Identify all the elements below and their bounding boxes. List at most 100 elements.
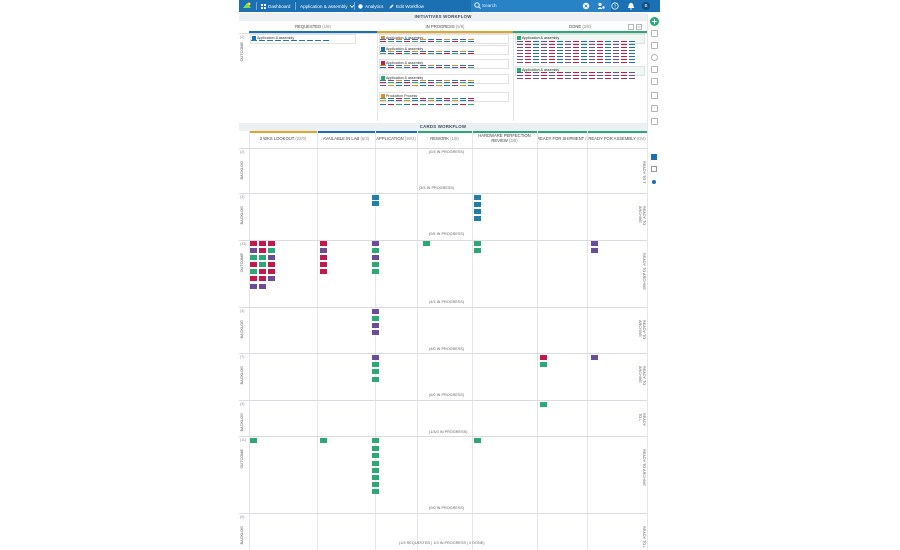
work-card[interactable] xyxy=(372,201,379,206)
work-card[interactable] xyxy=(372,316,379,321)
work-card[interactable] xyxy=(474,209,481,214)
work-card[interactable] xyxy=(474,202,481,207)
work-card[interactable] xyxy=(372,241,379,246)
work-card[interactable] xyxy=(591,241,598,246)
clear-search-icon[interactable] xyxy=(582,2,590,10)
work-card[interactable] xyxy=(591,248,598,253)
work-card[interactable] xyxy=(259,241,266,246)
work-card[interactable] xyxy=(372,330,379,335)
initiative-card[interactable]: Application & assembly xyxy=(379,74,509,84)
work-card[interactable] xyxy=(259,255,266,260)
work-card[interactable] xyxy=(372,482,379,487)
help-icon[interactable]: ? xyxy=(611,2,619,10)
work-card[interactable] xyxy=(268,248,275,253)
card-column-header[interactable]: REWORK (1/8) xyxy=(417,134,472,143)
share-icon[interactable] xyxy=(651,118,658,125)
chart-icon[interactable] xyxy=(651,105,658,112)
work-card[interactable] xyxy=(250,276,257,281)
work-card[interactable] xyxy=(372,309,379,314)
work-card[interactable] xyxy=(372,369,379,374)
work-card[interactable] xyxy=(372,377,379,382)
work-card[interactable] xyxy=(320,255,327,260)
work-card[interactable] xyxy=(372,468,379,473)
list-icon[interactable] xyxy=(651,78,658,85)
work-card[interactable] xyxy=(540,355,547,360)
work-card[interactable] xyxy=(268,269,275,274)
card-column-header[interactable]: READY FOR SHIPMENT (2/8) xyxy=(537,134,587,143)
work-card[interactable] xyxy=(268,262,275,267)
initiative-column-requested[interactable]: REQUESTED (1/8) xyxy=(249,22,377,31)
work-card[interactable] xyxy=(474,438,481,443)
calendar-icon[interactable] xyxy=(651,66,658,73)
work-card[interactable] xyxy=(259,284,266,289)
work-card[interactable] xyxy=(372,461,379,466)
work-card[interactable] xyxy=(474,248,481,253)
work-card[interactable] xyxy=(372,489,379,494)
work-card[interactable] xyxy=(259,276,266,281)
avatar[interactable]: B xyxy=(642,2,650,10)
work-card[interactable] xyxy=(320,438,327,443)
work-card[interactable] xyxy=(372,262,379,267)
work-card[interactable] xyxy=(372,323,379,328)
bell-icon[interactable] xyxy=(627,2,635,10)
work-card[interactable] xyxy=(423,241,430,246)
initiative-card[interactable]: Application & assembly xyxy=(250,34,356,44)
work-card[interactable] xyxy=(320,269,327,274)
work-card[interactable] xyxy=(259,269,266,274)
initiative-card[interactable]: Application & assembly xyxy=(515,66,645,76)
work-card[interactable] xyxy=(372,453,379,458)
work-card[interactable] xyxy=(372,446,379,451)
work-card[interactable] xyxy=(372,195,379,200)
expand-icon[interactable] xyxy=(636,24,642,30)
analytics-link[interactable]: Analytics xyxy=(358,2,383,10)
card-column-header[interactable]: APPLICATION (26/3) xyxy=(375,134,417,143)
card-column-header[interactable]: AVAILABLE IN LAB (6/3) xyxy=(317,134,375,143)
funnel-icon[interactable] xyxy=(651,42,658,49)
work-card[interactable] xyxy=(320,262,327,267)
work-card[interactable] xyxy=(259,262,266,267)
work-card[interactable] xyxy=(474,195,481,200)
zoom-handle-icon[interactable] xyxy=(652,180,656,184)
initiative-column-in-progress[interactable]: IN PROGRESS (5/6) xyxy=(377,22,513,31)
board-selector[interactable]: Application & assembly xyxy=(300,2,354,10)
work-card[interactable] xyxy=(259,248,266,253)
app-logo-icon[interactable] xyxy=(242,2,252,10)
edit-workflow-link[interactable]: Edit Workflow xyxy=(389,2,424,10)
work-card[interactable] xyxy=(372,255,379,260)
initiatives-workflow-header[interactable]: INITIATIVES WORKFLOW xyxy=(239,13,647,21)
work-card[interactable] xyxy=(250,248,257,253)
initiative-card[interactable]: Application & assembly xyxy=(379,45,509,55)
work-card[interactable] xyxy=(268,255,275,260)
card-column-header[interactable]: HARDWARE PERFECTION REVIEW (3/8) xyxy=(472,131,537,145)
work-card[interactable] xyxy=(474,241,481,246)
clock-icon[interactable] xyxy=(651,54,658,61)
work-card[interactable] xyxy=(372,362,379,367)
zoom-in-icon[interactable] xyxy=(651,154,657,160)
work-card[interactable] xyxy=(372,269,379,274)
zoom-slider[interactable] xyxy=(651,166,657,172)
initiative-card[interactable]: Application & assembly xyxy=(515,34,645,44)
work-card[interactable] xyxy=(250,255,257,260)
work-card[interactable] xyxy=(540,402,547,407)
card-column-header[interactable]: READY FOR ASSEMBLY (0/4) xyxy=(587,134,647,143)
search-bar[interactable]: Search xyxy=(471,0,611,12)
work-card[interactable] xyxy=(268,241,275,246)
work-card[interactable] xyxy=(250,438,257,443)
card-column-header[interactable]: 3 WKS LOOKOUT (22/0) xyxy=(249,134,317,143)
add-button[interactable] xyxy=(650,17,659,26)
work-card[interactable] xyxy=(250,284,257,289)
work-card[interactable] xyxy=(250,262,257,267)
work-card[interactable] xyxy=(540,362,547,367)
work-card[interactable] xyxy=(268,276,275,281)
archive-icon[interactable] xyxy=(651,92,658,99)
initiative-card[interactable]: Application & assembly xyxy=(379,59,509,69)
collapse-icon[interactable] xyxy=(628,24,634,30)
work-card[interactable] xyxy=(250,269,257,274)
cards-workflow-header[interactable]: CARDS WORKFLOW xyxy=(239,123,647,131)
work-card[interactable] xyxy=(250,241,257,246)
initiative-card[interactable]: Production Process xyxy=(379,92,509,102)
work-card[interactable] xyxy=(320,248,327,253)
filter-icon[interactable] xyxy=(651,30,658,37)
work-card[interactable] xyxy=(372,475,379,480)
user-settings-icon[interactable] xyxy=(597,2,605,10)
